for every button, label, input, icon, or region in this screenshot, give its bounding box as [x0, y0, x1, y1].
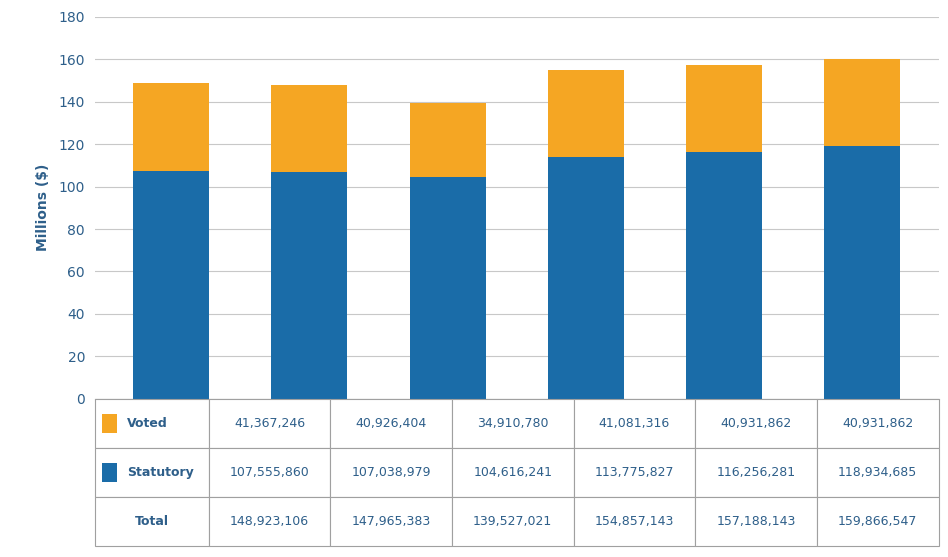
Bar: [695, 448, 817, 497]
Bar: [574, 497, 695, 546]
Text: 148,923,106: 148,923,106: [230, 515, 309, 528]
Bar: [695, 399, 817, 448]
Text: 104,616,241: 104,616,241: [473, 466, 553, 479]
Text: 154,857,143: 154,857,143: [594, 515, 674, 528]
Text: 41,367,246: 41,367,246: [234, 417, 305, 430]
Text: 147,965,383: 147,965,383: [352, 515, 430, 528]
Y-axis label: Millions ($): Millions ($): [36, 164, 50, 251]
Bar: [574, 399, 695, 448]
Bar: [133, 82, 210, 170]
Bar: [686, 152, 762, 399]
Text: 116,256,281: 116,256,281: [717, 466, 795, 479]
Bar: [452, 497, 574, 546]
Text: 157,188,143: 157,188,143: [717, 515, 795, 528]
Bar: [101, 463, 117, 482]
Bar: [824, 146, 901, 399]
Text: 107,555,860: 107,555,860: [229, 466, 309, 479]
Bar: [410, 177, 485, 399]
Text: 107,038,979: 107,038,979: [352, 466, 431, 479]
Text: 40,926,404: 40,926,404: [356, 417, 427, 430]
Bar: [574, 448, 695, 497]
Text: 41,081,316: 41,081,316: [599, 417, 670, 430]
Bar: [548, 70, 624, 157]
Bar: [209, 399, 330, 448]
Text: 34,910,780: 34,910,780: [477, 417, 549, 430]
Text: 159,866,547: 159,866,547: [838, 515, 918, 528]
Text: Statutory: Statutory: [127, 466, 193, 479]
Bar: [101, 414, 117, 433]
Bar: [410, 102, 485, 177]
Bar: [95, 448, 209, 497]
Bar: [330, 497, 452, 546]
Text: 113,775,827: 113,775,827: [594, 466, 674, 479]
Text: 118,934,685: 118,934,685: [838, 466, 918, 479]
Bar: [95, 497, 209, 546]
Text: 139,527,021: 139,527,021: [473, 515, 553, 528]
Text: 40,931,862: 40,931,862: [842, 417, 913, 430]
Text: 40,931,862: 40,931,862: [720, 417, 792, 430]
Bar: [817, 497, 939, 546]
Bar: [209, 448, 330, 497]
Bar: [817, 448, 939, 497]
Bar: [209, 497, 330, 546]
Bar: [817, 399, 939, 448]
Bar: [548, 157, 624, 399]
Bar: [452, 399, 574, 448]
Text: Total: Total: [135, 515, 169, 528]
Bar: [133, 170, 210, 399]
Text: Voted: Voted: [127, 417, 168, 430]
Bar: [695, 497, 817, 546]
Bar: [95, 399, 209, 448]
Bar: [452, 448, 574, 497]
Bar: [271, 172, 347, 399]
Bar: [330, 399, 452, 448]
Bar: [330, 448, 452, 497]
Bar: [271, 85, 347, 172]
Bar: [686, 65, 762, 152]
Bar: [824, 60, 901, 146]
